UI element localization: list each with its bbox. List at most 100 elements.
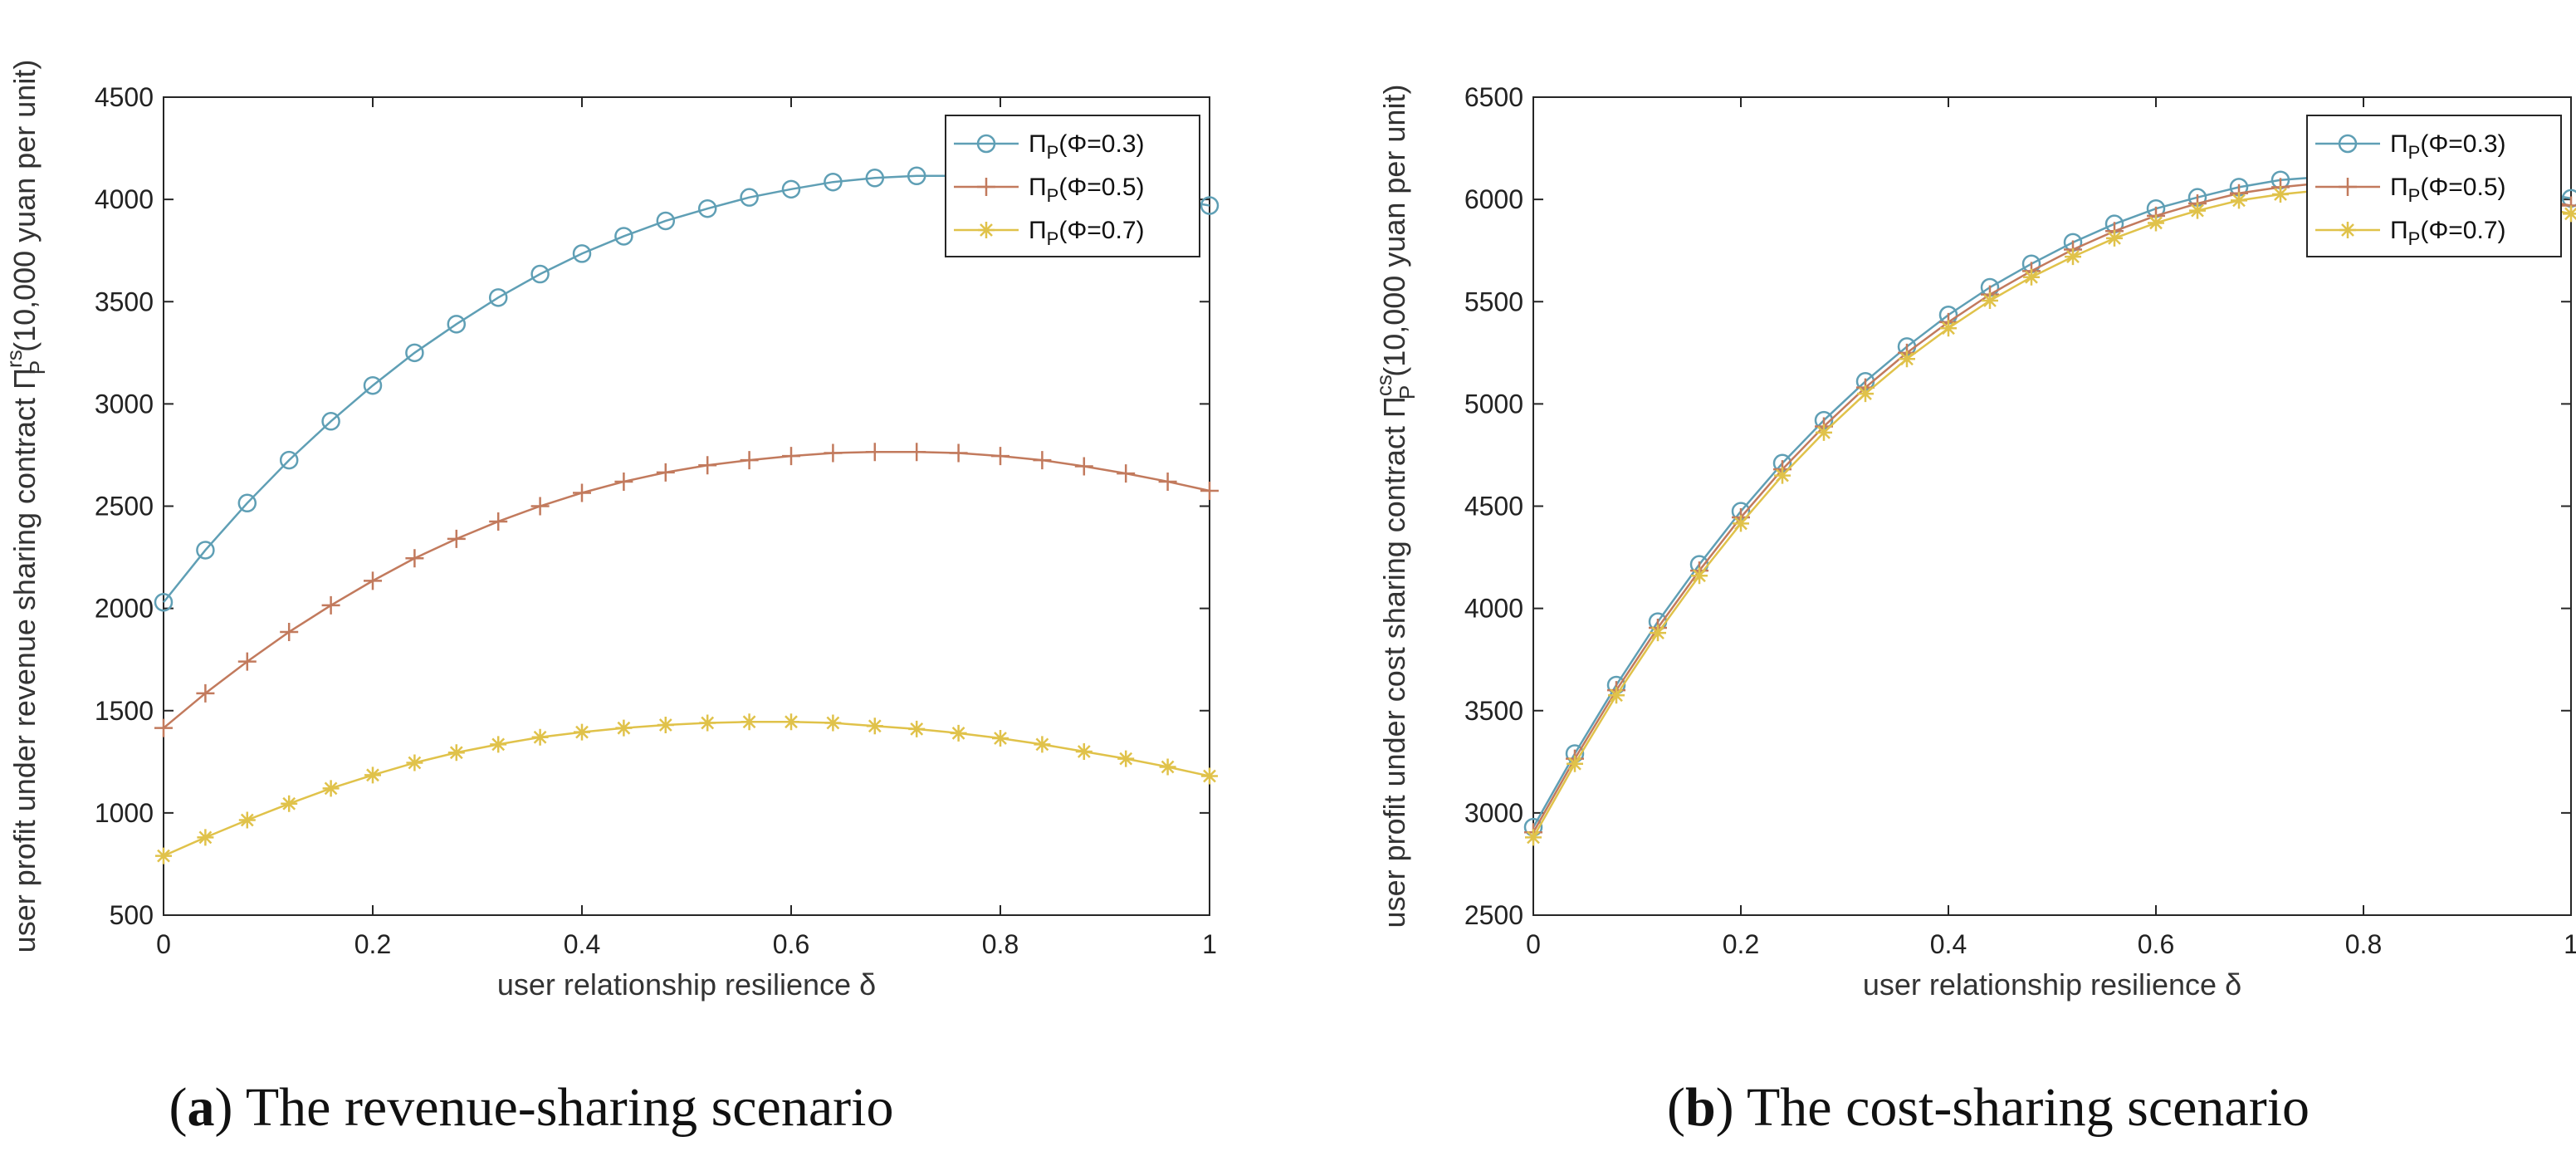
data-point bbox=[196, 683, 215, 703]
data-point bbox=[280, 622, 299, 641]
legend-item: ΠP(Φ=0.3) bbox=[2315, 130, 2506, 163]
y-tick-label: 6500 bbox=[1464, 82, 1523, 112]
y-tick-label: 4500 bbox=[1464, 492, 1523, 522]
caption-b: (b) The cost-sharing scenario bbox=[1667, 1077, 2310, 1138]
data-point bbox=[2189, 202, 2206, 219]
data-point bbox=[321, 412, 340, 431]
data-point bbox=[2023, 268, 2040, 286]
x-tick-label: 0.2 bbox=[1723, 929, 1759, 959]
data-point bbox=[614, 227, 633, 246]
data-point bbox=[1117, 464, 1136, 483]
y-tick-label: 4000 bbox=[1464, 594, 1523, 624]
legend-item: ΠP(Φ=0.5) bbox=[2315, 174, 2506, 206]
data-point bbox=[321, 595, 340, 615]
data-point bbox=[1857, 385, 1874, 403]
data-point bbox=[154, 592, 174, 612]
data-point bbox=[1733, 515, 1749, 532]
legend-label: ΠP(Φ=0.7) bbox=[2390, 217, 2506, 249]
data-point bbox=[573, 483, 591, 502]
y-tick-label: 3000 bbox=[95, 389, 154, 419]
data-point bbox=[907, 166, 926, 186]
x-tick-label: 1 bbox=[2564, 929, 2576, 959]
data-point bbox=[405, 549, 424, 568]
data-point bbox=[237, 652, 257, 671]
data-point bbox=[196, 541, 215, 560]
legend-marker bbox=[978, 222, 995, 238]
data-point bbox=[740, 451, 759, 470]
data-point bbox=[615, 719, 633, 737]
data-point bbox=[1158, 472, 1177, 491]
legend-item: ΠP(Φ=0.7) bbox=[2315, 217, 2506, 249]
data-point bbox=[1200, 196, 1220, 215]
data-point bbox=[992, 729, 1009, 747]
data-point bbox=[530, 264, 550, 284]
data-point bbox=[447, 529, 466, 548]
data-point bbox=[197, 829, 214, 846]
data-point bbox=[364, 767, 381, 784]
data-point bbox=[865, 169, 885, 188]
data-point bbox=[783, 713, 799, 731]
legend-marker bbox=[2339, 222, 2356, 238]
data-point bbox=[656, 463, 675, 482]
data-point bbox=[908, 720, 926, 737]
legend: ΠP(Φ=0.3) ΠP(Φ=0.5) ΠP(Φ=0.7) bbox=[945, 115, 1200, 257]
data-point bbox=[490, 736, 507, 753]
data-point bbox=[1074, 457, 1093, 476]
data-point bbox=[2148, 214, 2164, 232]
data-point bbox=[740, 188, 759, 207]
legend-label: ΠP(Φ=0.5) bbox=[1029, 174, 1145, 206]
data-point bbox=[155, 847, 172, 864]
x-tick-label: 0.8 bbox=[982, 929, 1019, 959]
data-point bbox=[824, 172, 843, 192]
y-tick-label: 4500 bbox=[95, 82, 154, 112]
data-point bbox=[2065, 248, 2081, 266]
data-point bbox=[949, 443, 968, 463]
data-point bbox=[2272, 185, 2289, 203]
x-tick-label: 0 bbox=[156, 929, 171, 959]
data-point bbox=[781, 179, 801, 199]
data-point bbox=[1117, 750, 1135, 767]
data-point bbox=[238, 811, 256, 829]
caption-a: (a) The revenue-sharing scenario bbox=[169, 1077, 894, 1138]
x-axis-label: user relationship resilience δ bbox=[1863, 967, 2241, 1002]
y-axis-label: user profit under revenue sharing contra… bbox=[2, 60, 50, 953]
data-point bbox=[2106, 229, 2123, 247]
x-tick-label: 0.2 bbox=[354, 929, 391, 959]
y-tick-label: 3500 bbox=[1464, 696, 1523, 726]
x-tick-label: 0 bbox=[1526, 929, 1541, 959]
data-point bbox=[741, 713, 758, 731]
data-point bbox=[1899, 350, 1915, 368]
data-point bbox=[363, 375, 383, 395]
x-tick-label: 0.6 bbox=[773, 929, 809, 959]
y-tick-label: 5000 bbox=[1464, 389, 1523, 419]
legend-label: ΠP(Φ=0.3) bbox=[1029, 130, 1145, 163]
data-point bbox=[406, 754, 423, 771]
y-tick-label: 1000 bbox=[95, 798, 154, 828]
data-point bbox=[1159, 758, 1176, 776]
data-point bbox=[322, 780, 340, 797]
y-axis-label: user profit under cost sharing contract … bbox=[1371, 85, 1420, 928]
x-tick-label: 0.4 bbox=[1930, 929, 1967, 959]
y-tick-label: 3500 bbox=[95, 287, 154, 316]
data-point bbox=[237, 493, 257, 513]
data-point bbox=[698, 456, 717, 475]
data-point bbox=[279, 450, 299, 470]
data-point bbox=[1034, 736, 1051, 753]
legend-marker bbox=[2339, 178, 2357, 196]
legend-label: ΠP(Φ=0.5) bbox=[2390, 174, 2506, 206]
data-point bbox=[447, 744, 465, 762]
data-point bbox=[656, 211, 676, 231]
x-tick-label: 0.8 bbox=[2345, 929, 2382, 959]
data-point bbox=[1691, 567, 1708, 585]
legend-marker bbox=[976, 134, 996, 154]
data-point bbox=[1075, 743, 1092, 760]
series-1 bbox=[154, 443, 1219, 737]
data-point bbox=[614, 472, 633, 491]
data-point bbox=[699, 714, 716, 732]
legend-item: ΠP(Φ=0.3) bbox=[954, 130, 1145, 163]
y-tick-label: 2500 bbox=[1464, 900, 1523, 930]
panel-b-chart: 0 0.2 0.4 0.6 0.8 1 2500 3000 3500 4000 4500 5000 55… bbox=[1371, 82, 2576, 1002]
data-point bbox=[281, 795, 298, 812]
data-point bbox=[1200, 482, 1219, 501]
